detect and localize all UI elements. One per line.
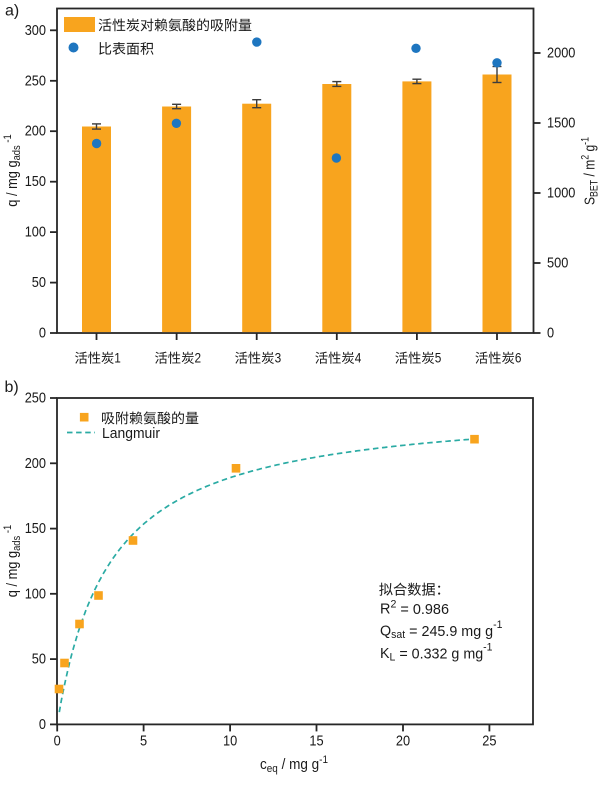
svg-text:KL = 0.332 g mg-1: KL = 0.332 g mg-1 — [380, 642, 493, 664]
svg-text:25: 25 — [482, 732, 496, 749]
svg-text:50: 50 — [32, 651, 46, 668]
svg-text:q / mg gads -1: q / mg gads -1 — [2, 134, 23, 207]
svg-text:100: 100 — [25, 224, 46, 241]
svg-text:ceq / mg g-1: ceq / mg g-1 — [260, 754, 328, 775]
svg-text:q / mg gads -1: q / mg gads -1 — [2, 525, 23, 598]
svg-text:R2 = 0.986: R2 = 0.986 — [380, 599, 449, 618]
svg-text:150: 150 — [25, 173, 46, 190]
svg-text:1: 1 — [114, 349, 121, 365]
svg-text:15: 15 — [309, 732, 323, 749]
svg-text:2000: 2000 — [547, 45, 575, 62]
svg-text:3: 3 — [275, 349, 282, 365]
svg-text:a): a) — [5, 3, 19, 20]
svg-text:200: 200 — [25, 455, 46, 472]
svg-text:150: 150 — [25, 520, 46, 537]
svg-text:100: 100 — [25, 585, 46, 602]
svg-text:1500: 1500 — [547, 115, 575, 132]
svg-text:4: 4 — [355, 349, 362, 365]
svg-text:0: 0 — [54, 732, 61, 749]
svg-text:250: 250 — [25, 390, 46, 407]
svg-text:300: 300 — [25, 22, 46, 39]
svg-text:Qsat = 245.9 mg g-1: Qsat = 245.9 mg g-1 — [380, 619, 503, 641]
svg-text:SBET / m2 g-1: SBET / m2 g-1 — [580, 137, 600, 205]
svg-text:5: 5 — [140, 732, 147, 749]
svg-text:0: 0 — [547, 325, 554, 342]
svg-text:2: 2 — [195, 349, 202, 365]
svg-text:b): b) — [5, 379, 19, 396]
svg-text:Langmuir: Langmuir — [102, 425, 160, 442]
svg-text:5: 5 — [435, 349, 442, 365]
svg-text:20: 20 — [396, 732, 410, 749]
svg-text:250: 250 — [25, 72, 46, 89]
svg-text:200: 200 — [25, 123, 46, 140]
svg-text:10: 10 — [223, 732, 237, 749]
svg-text:50: 50 — [32, 274, 46, 291]
svg-text:1000: 1000 — [547, 185, 575, 202]
svg-text:6: 6 — [515, 349, 522, 365]
svg-text:0: 0 — [39, 716, 46, 733]
svg-text:500: 500 — [547, 255, 568, 272]
svg-text:0: 0 — [39, 325, 46, 342]
